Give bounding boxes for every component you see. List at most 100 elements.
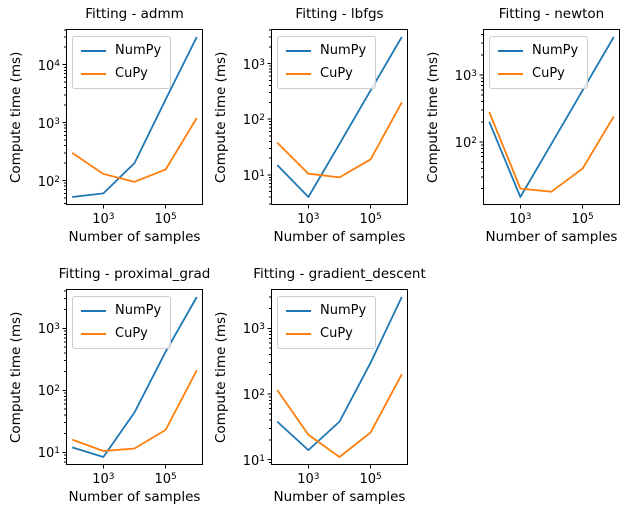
y-axis-label: Compute time (ms): [8, 311, 24, 443]
plot-area: [267, 289, 408, 469]
subplot-gradient-descent: Fitting - gradient_descent Compute time …: [213, 266, 426, 505]
subplot-title: Fitting - admm: [85, 6, 184, 22]
subplot-title: Fitting - proximal_grad: [58, 266, 211, 282]
x-tick-label: 103: [297, 212, 320, 227]
cupy-line-swatch: [286, 73, 311, 75]
axes-frame: [271, 29, 408, 205]
numpy-line-swatch: [81, 50, 106, 52]
y-tick-label: 102: [37, 174, 60, 190]
legend-entry-cupy: CuPy: [286, 326, 366, 342]
legend-entry-cupy: CuPy: [286, 66, 366, 82]
legend-label: NumPy: [115, 303, 162, 318]
x-axis-label: Number of samples: [273, 229, 406, 245]
x-tick-label: 105: [359, 212, 382, 227]
subplot-title: Fitting - lbfgs: [295, 6, 384, 22]
y-axis-label: Compute time (ms): [8, 51, 24, 183]
y-tick-label: 101: [242, 168, 265, 184]
x-axis-label: Number of samples: [485, 229, 618, 245]
subplot-newton: Fitting - newton Compute time (ms) Numbe…: [425, 6, 620, 245]
legend: NumPy CuPy: [277, 296, 377, 349]
series-line-numpy: [72, 36, 198, 198]
x-tick-label: 103: [297, 472, 320, 487]
subplot-admm: Fitting - admm Compute time (ms) Number …: [8, 6, 203, 245]
plot-area: [62, 289, 203, 469]
legend-label: CuPy: [532, 66, 565, 81]
legend-entry-cupy: CuPy: [81, 66, 161, 82]
x-tick-label: 103: [509, 212, 532, 227]
legend-entry-numpy: NumPy: [286, 303, 366, 319]
legend-entry-numpy: NumPy: [81, 303, 161, 319]
plot-area: [479, 29, 620, 209]
legend-entry-numpy: NumPy: [286, 43, 366, 59]
cupy-line-swatch: [81, 73, 106, 75]
legend-label: CuPy: [115, 66, 148, 81]
cupy-line-swatch: [286, 333, 311, 335]
series-line-numpy: [71, 296, 198, 458]
cupy-line-swatch: [498, 73, 523, 75]
x-tick-label: 103: [92, 212, 115, 227]
legend-label: NumPy: [115, 43, 162, 58]
y-tick-label: 103: [242, 322, 265, 338]
series-line-cupy: [276, 102, 403, 179]
legend-label: NumPy: [532, 43, 579, 58]
x-axis-label: Number of samples: [273, 489, 406, 505]
subplot-title: Fitting - newton: [498, 6, 605, 22]
y-tick-label: 101: [37, 446, 60, 462]
y-tick-label: 103: [242, 57, 265, 73]
series-line-cupy: [276, 373, 403, 458]
y-tick-label: 104: [37, 58, 60, 74]
numpy-line-swatch: [81, 310, 106, 312]
series-line-numpy: [276, 296, 403, 452]
numpy-line-swatch: [286, 310, 311, 312]
x-tick-label: 105: [154, 472, 177, 487]
legend-label: CuPy: [320, 326, 353, 341]
legend-entry-numpy: NumPy: [498, 43, 578, 59]
x-axis-label: Number of samples: [68, 229, 201, 245]
axes-frame: [483, 29, 620, 205]
axes-frame: [66, 289, 203, 465]
legend: NumPy CuPy: [72, 36, 172, 89]
legend-entry-cupy: CuPy: [498, 66, 578, 82]
legend: NumPy CuPy: [489, 36, 589, 89]
x-tick-label: 105: [571, 212, 594, 227]
legend: NumPy CuPy: [277, 36, 377, 89]
series-line-cupy: [488, 111, 615, 193]
y-tick-label: 103: [37, 116, 60, 132]
numpy-line-swatch: [286, 50, 311, 52]
plot-area: [62, 29, 203, 209]
y-tick-label: 102: [37, 384, 60, 400]
series-line-numpy: [488, 36, 615, 198]
plot-area: [267, 29, 408, 209]
x-tick-label: 103: [92, 472, 115, 487]
legend-entry-numpy: NumPy: [81, 43, 161, 59]
y-tick-label: 103: [37, 322, 60, 338]
subplot-title: Fitting - gradient_descent: [253, 266, 426, 282]
legend-entry-cupy: CuPy: [81, 326, 161, 342]
y-tick-label: 101: [242, 453, 265, 469]
subplot-lbfgs: Fitting - lbfgs Compute time (ms) Number…: [213, 6, 408, 245]
legend-label: CuPy: [320, 66, 353, 81]
y-axis-label: Compute time (ms): [213, 311, 229, 443]
series-line-cupy: [71, 117, 198, 183]
x-tick-label: 105: [359, 472, 382, 487]
y-axis-label: Compute time (ms): [213, 51, 229, 183]
legend: NumPy CuPy: [72, 296, 172, 349]
y-tick-label: 102: [242, 388, 265, 404]
y-tick-label: 102: [454, 135, 477, 151]
subplot-proximal-grad: Fitting - proximal_grad Compute time (ms…: [8, 266, 210, 505]
cupy-line-swatch: [81, 333, 106, 335]
x-tick-label: 105: [154, 212, 177, 227]
y-tick-label: 103: [454, 69, 477, 84]
axes-frame: [271, 289, 408, 465]
y-tick-label: 102: [242, 113, 265, 129]
series-line-cupy: [71, 369, 198, 452]
axes-frame: [66, 29, 203, 205]
legend-label: NumPy: [320, 303, 367, 318]
series-line-numpy: [276, 36, 403, 198]
x-axis-label: Number of samples: [68, 489, 201, 505]
legend-label: NumPy: [320, 43, 367, 58]
legend-label: CuPy: [115, 326, 148, 341]
numpy-line-swatch: [498, 50, 523, 52]
y-axis-label: Compute time (ms): [425, 51, 441, 183]
